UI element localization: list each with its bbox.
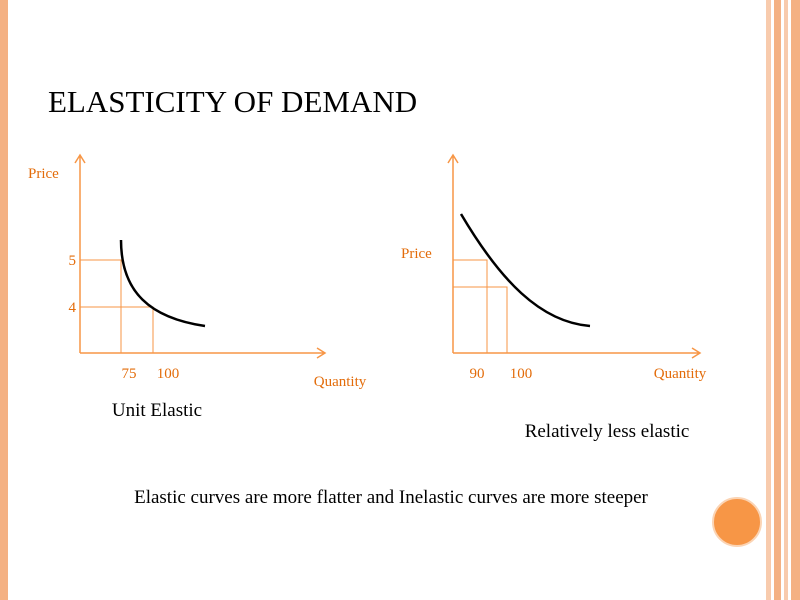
caption: Unit Elastic <box>112 400 202 421</box>
diagram-less-elastic: Price 90 100 Quantity Relatively less el… <box>401 153 707 442</box>
axes <box>74 153 327 359</box>
left-border <box>0 0 8 600</box>
demand-curve <box>119 239 206 328</box>
x-tick-label: 90 <box>470 366 485 382</box>
demand-curve <box>459 213 591 328</box>
right-stripe <box>784 0 788 600</box>
caption: Relatively less elastic <box>525 421 690 442</box>
decor-circle <box>712 497 762 547</box>
right-stripe <box>791 0 800 600</box>
y-tick-label: 4 <box>69 300 77 316</box>
guide-lines <box>80 259 154 353</box>
x-axis-label: Quantity <box>654 366 707 382</box>
y-axis-label: Price <box>401 246 432 262</box>
x-tick-label: 75 <box>122 366 137 382</box>
right-stripe <box>766 0 771 600</box>
x-tick-label: 100 <box>157 366 180 382</box>
guide-lines <box>453 259 508 353</box>
x-tick-label: 100 <box>510 366 533 382</box>
x-axis-label: Quantity <box>314 374 367 390</box>
footer-note: Elastic curves are more flatter and Inel… <box>134 487 648 508</box>
y-tick-label: 5 <box>69 253 77 269</box>
slide-title: ELASTICITY OF DEMAND <box>48 84 417 119</box>
right-stripe <box>774 0 781 600</box>
diagram-unit-elastic: Price 5 4 75 100 Quantity Unit Elastic <box>28 153 367 421</box>
y-axis-label: Price <box>28 166 59 182</box>
axes <box>447 153 702 359</box>
